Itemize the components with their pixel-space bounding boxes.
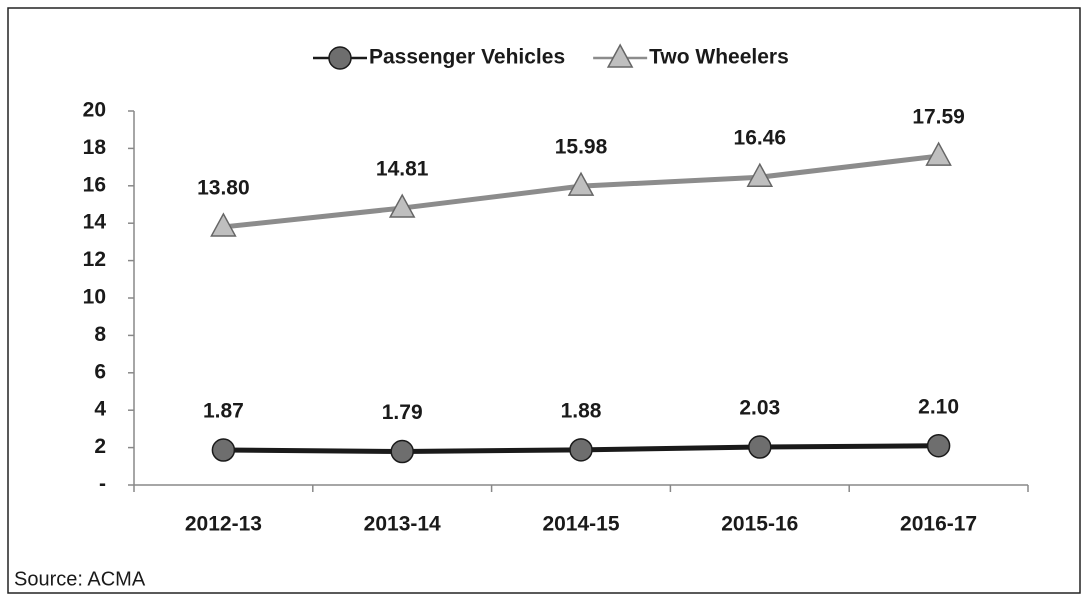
data-label: 15.98	[555, 136, 608, 159]
y-tick-label: 6	[94, 360, 106, 383]
y-tick-label: 12	[83, 248, 106, 271]
point	[210, 212, 237, 237]
y-tick-label: -	[99, 473, 106, 496]
x-tick-label: 2012-13	[185, 513, 262, 536]
data-label: 2.10	[918, 395, 959, 418]
point	[211, 438, 236, 462]
point	[567, 171, 595, 196]
point	[390, 439, 414, 464]
x-tick-label: 2014-15	[542, 513, 619, 536]
y-tick-label: 16	[83, 173, 106, 196]
frame	[7, 7, 1081, 594]
y-tick-label: 4	[94, 398, 106, 421]
point	[746, 162, 774, 187]
legend-label: Passenger Vehicles	[369, 46, 565, 69]
data-label: 13.80	[197, 176, 250, 199]
y-tick-label: 20	[83, 99, 106, 122]
y-tick-label: 2	[94, 435, 106, 458]
y-tick-label: 18	[83, 136, 107, 159]
data-label: 1.87	[203, 400, 244, 423]
data-label: 14.81	[376, 158, 429, 181]
legend-label: Two Wheelers	[649, 46, 789, 69]
legend-marker	[328, 46, 352, 70]
point	[926, 433, 951, 458]
legend-marker	[606, 43, 634, 68]
y-tick-label: 10	[83, 286, 106, 309]
y-tick-label: 8	[94, 323, 106, 346]
y-tick-label: 14	[83, 211, 107, 234]
data-label: 2.03	[739, 397, 780, 420]
point	[925, 141, 952, 166]
point	[748, 435, 772, 459]
data-label: 17.59	[912, 106, 965, 129]
point	[388, 193, 416, 218]
data-label: 16.46	[734, 127, 787, 150]
x-tick-label: 2013-14	[364, 513, 441, 536]
point	[569, 438, 593, 462]
source-note: Source: ACMA	[14, 568, 146, 590]
x-tick-label: 2015-16	[721, 513, 798, 536]
data-label: 1.79	[382, 401, 423, 424]
x-tick-label: 2016-17	[900, 513, 977, 536]
data-label: 1.88	[561, 399, 602, 422]
